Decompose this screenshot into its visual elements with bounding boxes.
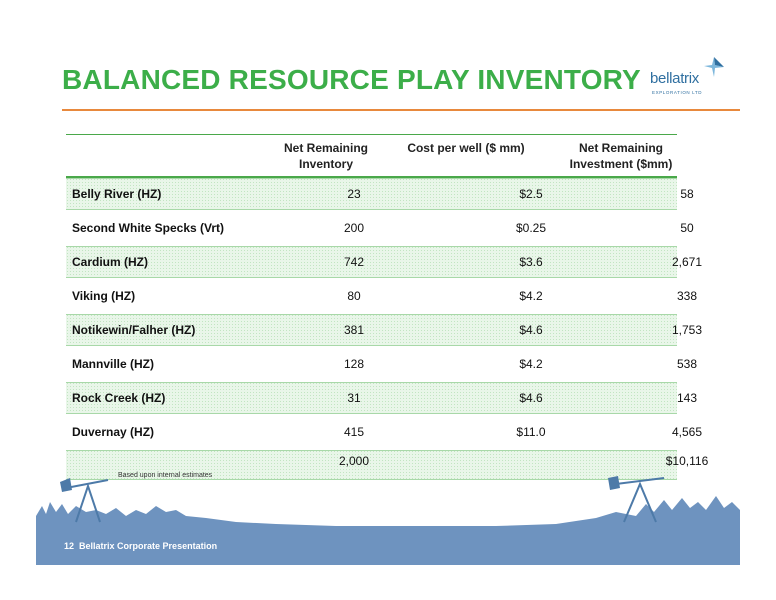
row-investment: 50 (680, 221, 694, 235)
table-row: Duvernay (HZ) 415 $11.0 4,565 (66, 416, 702, 448)
row-inventory: 742 (343, 255, 365, 269)
row-investment: 143 (676, 391, 698, 405)
bellatrix-logo: bellatrix EXPLORATION LTD (650, 56, 730, 104)
table-row: Second White Specks (Vrt) 200 $0.25 50 (66, 212, 694, 244)
table-row: Rock Creek (HZ) 31 $4.6 143 (66, 382, 697, 414)
title-rule (62, 109, 740, 111)
table-top-border (66, 134, 677, 135)
row-name: Viking (HZ) (72, 289, 136, 303)
row-inventory: 381 (343, 323, 365, 337)
table-row: Viking (HZ) 80 $4.2 338 (66, 280, 697, 312)
row-inventory: 23 (347, 187, 361, 201)
row-name: Duvernay (HZ) (72, 425, 155, 439)
row-inventory: 80 (347, 289, 361, 303)
row-name: Second White Specks (Vrt) (72, 221, 225, 235)
row-cost: $4.6 (519, 323, 543, 337)
row-cost: $0.25 (515, 221, 547, 235)
footer-band (36, 533, 740, 565)
row-investment: 1,753 (671, 323, 703, 337)
row-cost: $4.2 (519, 289, 543, 303)
table-row: Mannville (HZ) 128 $4.2 538 (66, 348, 697, 380)
row-inventory: 200 (343, 221, 365, 235)
row-cost: $2.5 (519, 187, 543, 201)
row-inventory: 31 (347, 391, 361, 405)
star-icon (704, 57, 724, 77)
total-investment: $10,116 (665, 454, 709, 468)
row-name: Cardium (HZ) (72, 255, 148, 269)
logo-wordmark: bellatrix (650, 70, 699, 87)
row-investment: 58 (680, 187, 694, 201)
table-row: Belly River (HZ) 23 $2.5 58 (66, 178, 694, 210)
row-cost: $4.6 (519, 391, 543, 405)
header-separator (66, 176, 677, 178)
header-investment: Net Remaining Investment ($mm) (569, 141, 673, 171)
row-name: Notikewin/Falher (HZ) (72, 323, 196, 337)
row-investment: 338 (676, 289, 698, 303)
row-cost: $4.2 (519, 357, 543, 371)
row-investment: 4,565 (671, 425, 703, 439)
row-name: Mannville (HZ) (72, 357, 155, 371)
page-number: 12 (64, 541, 75, 551)
row-inventory: 128 (343, 357, 365, 371)
row-cost: $11.0 (516, 425, 546, 439)
total-row: 2,000 $10,116 (66, 450, 708, 480)
page-title: BALANCED RESOURCE PLAY INVENTORY (62, 64, 641, 95)
footer-text: 12 Bellatrix Corporate Presentation (64, 541, 217, 551)
table-row: Cardium (HZ) 742 $3.6 2,671 (66, 246, 702, 278)
table-row: Notikewin/Falher (HZ) 381 $4.6 1,753 (66, 314, 702, 346)
header-inventory: Net Remaining Inventory (283, 141, 368, 171)
row-investment: 2,671 (671, 255, 703, 269)
total-inventory: 2,000 (338, 454, 370, 468)
logo-subtitle: EXPLORATION LTD (652, 90, 703, 95)
row-investment: 538 (676, 357, 698, 371)
footer-label: Bellatrix Corporate Presentation (79, 541, 218, 551)
footnote: Based upon internal estimates (118, 472, 213, 479)
landscape-illustration (36, 476, 740, 536)
row-cost: $3.6 (519, 255, 543, 269)
row-name: Belly River (HZ) (72, 187, 162, 201)
header-cost: Cost per well ($ mm) (407, 141, 525, 155)
row-name: Rock Creek (HZ) (72, 391, 166, 405)
row-inventory: 415 (343, 425, 365, 439)
